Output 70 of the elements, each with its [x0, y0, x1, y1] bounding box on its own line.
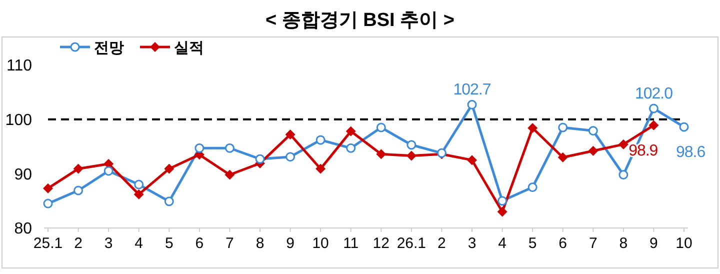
- x-tick-label: 8: [256, 235, 264, 252]
- point: [376, 122, 386, 132]
- x-tick-label: 26.1: [396, 235, 426, 252]
- point: [194, 143, 204, 153]
- x-tick-label: 5: [164, 235, 174, 252]
- point: [255, 154, 265, 164]
- point: [224, 143, 234, 153]
- point: [679, 122, 689, 132]
- x-tick-label: 8: [619, 235, 628, 252]
- point: [648, 104, 658, 114]
- x-tick-label: 2: [74, 235, 82, 252]
- x-tick-label: 25.1: [33, 235, 63, 252]
- point: [164, 196, 174, 206]
- x-tick-label: 10: [312, 235, 329, 252]
- y-tick-label: 90: [14, 166, 32, 184]
- x-tick-label: 7: [226, 235, 234, 252]
- point: [316, 164, 326, 174]
- legend-label: 실적: [174, 39, 204, 56]
- point: [285, 130, 296, 140]
- point: [528, 123, 538, 134]
- legend-label: 전망: [94, 39, 124, 56]
- point: [164, 164, 174, 174]
- point: [467, 100, 477, 110]
- data-label: 98.6: [676, 144, 706, 161]
- point: [497, 206, 508, 217]
- x-tick-label: 4: [134, 235, 144, 252]
- point: [73, 164, 84, 174]
- x-tick-label: 4: [498, 235, 506, 252]
- point: [558, 122, 568, 132]
- point: [346, 126, 356, 136]
- point: [104, 166, 114, 176]
- data-label: 102.7: [453, 82, 492, 99]
- chart-title: < 종합경기 BSI 추이 >: [266, 10, 454, 31]
- point: [618, 170, 628, 180]
- x-tick-label: 7: [588, 235, 598, 252]
- data-label: 102.0: [634, 85, 674, 102]
- y-tick-label: 100: [5, 112, 32, 129]
- x-tick-label: 12: [372, 235, 390, 252]
- point: [134, 189, 144, 200]
- y-tick-label: 80: [14, 220, 32, 238]
- point: [498, 196, 508, 206]
- point: [588, 146, 598, 156]
- point: [588, 126, 598, 136]
- x-tick-label: 6: [195, 235, 204, 252]
- point: [406, 140, 416, 150]
- point: [346, 143, 356, 153]
- x-tick-label: 6: [558, 235, 568, 252]
- point: [286, 152, 296, 162]
- point: [134, 180, 144, 190]
- point: [43, 198, 53, 208]
- x-tick-label: 3: [468, 235, 476, 252]
- point: [74, 186, 84, 196]
- x-tick-label: 3: [104, 235, 113, 252]
- x-tick-label: 11: [343, 235, 359, 252]
- point: [406, 150, 416, 161]
- point: [224, 170, 235, 180]
- x-tick-label: 9: [650, 235, 658, 252]
- point: [618, 139, 628, 150]
- point: [528, 182, 538, 192]
- x-tick-label: 2: [438, 235, 446, 252]
- x-tick-label: 9: [286, 235, 294, 252]
- point: [648, 120, 659, 130]
- point: [316, 135, 326, 145]
- point: [558, 152, 568, 162]
- point: [467, 155, 477, 166]
- point: [43, 183, 53, 194]
- point: [376, 149, 386, 160]
- y-tick-label: 110: [6, 58, 32, 75]
- x-tick-label: 5: [528, 235, 537, 252]
- x-tick-label: 10: [676, 235, 692, 252]
